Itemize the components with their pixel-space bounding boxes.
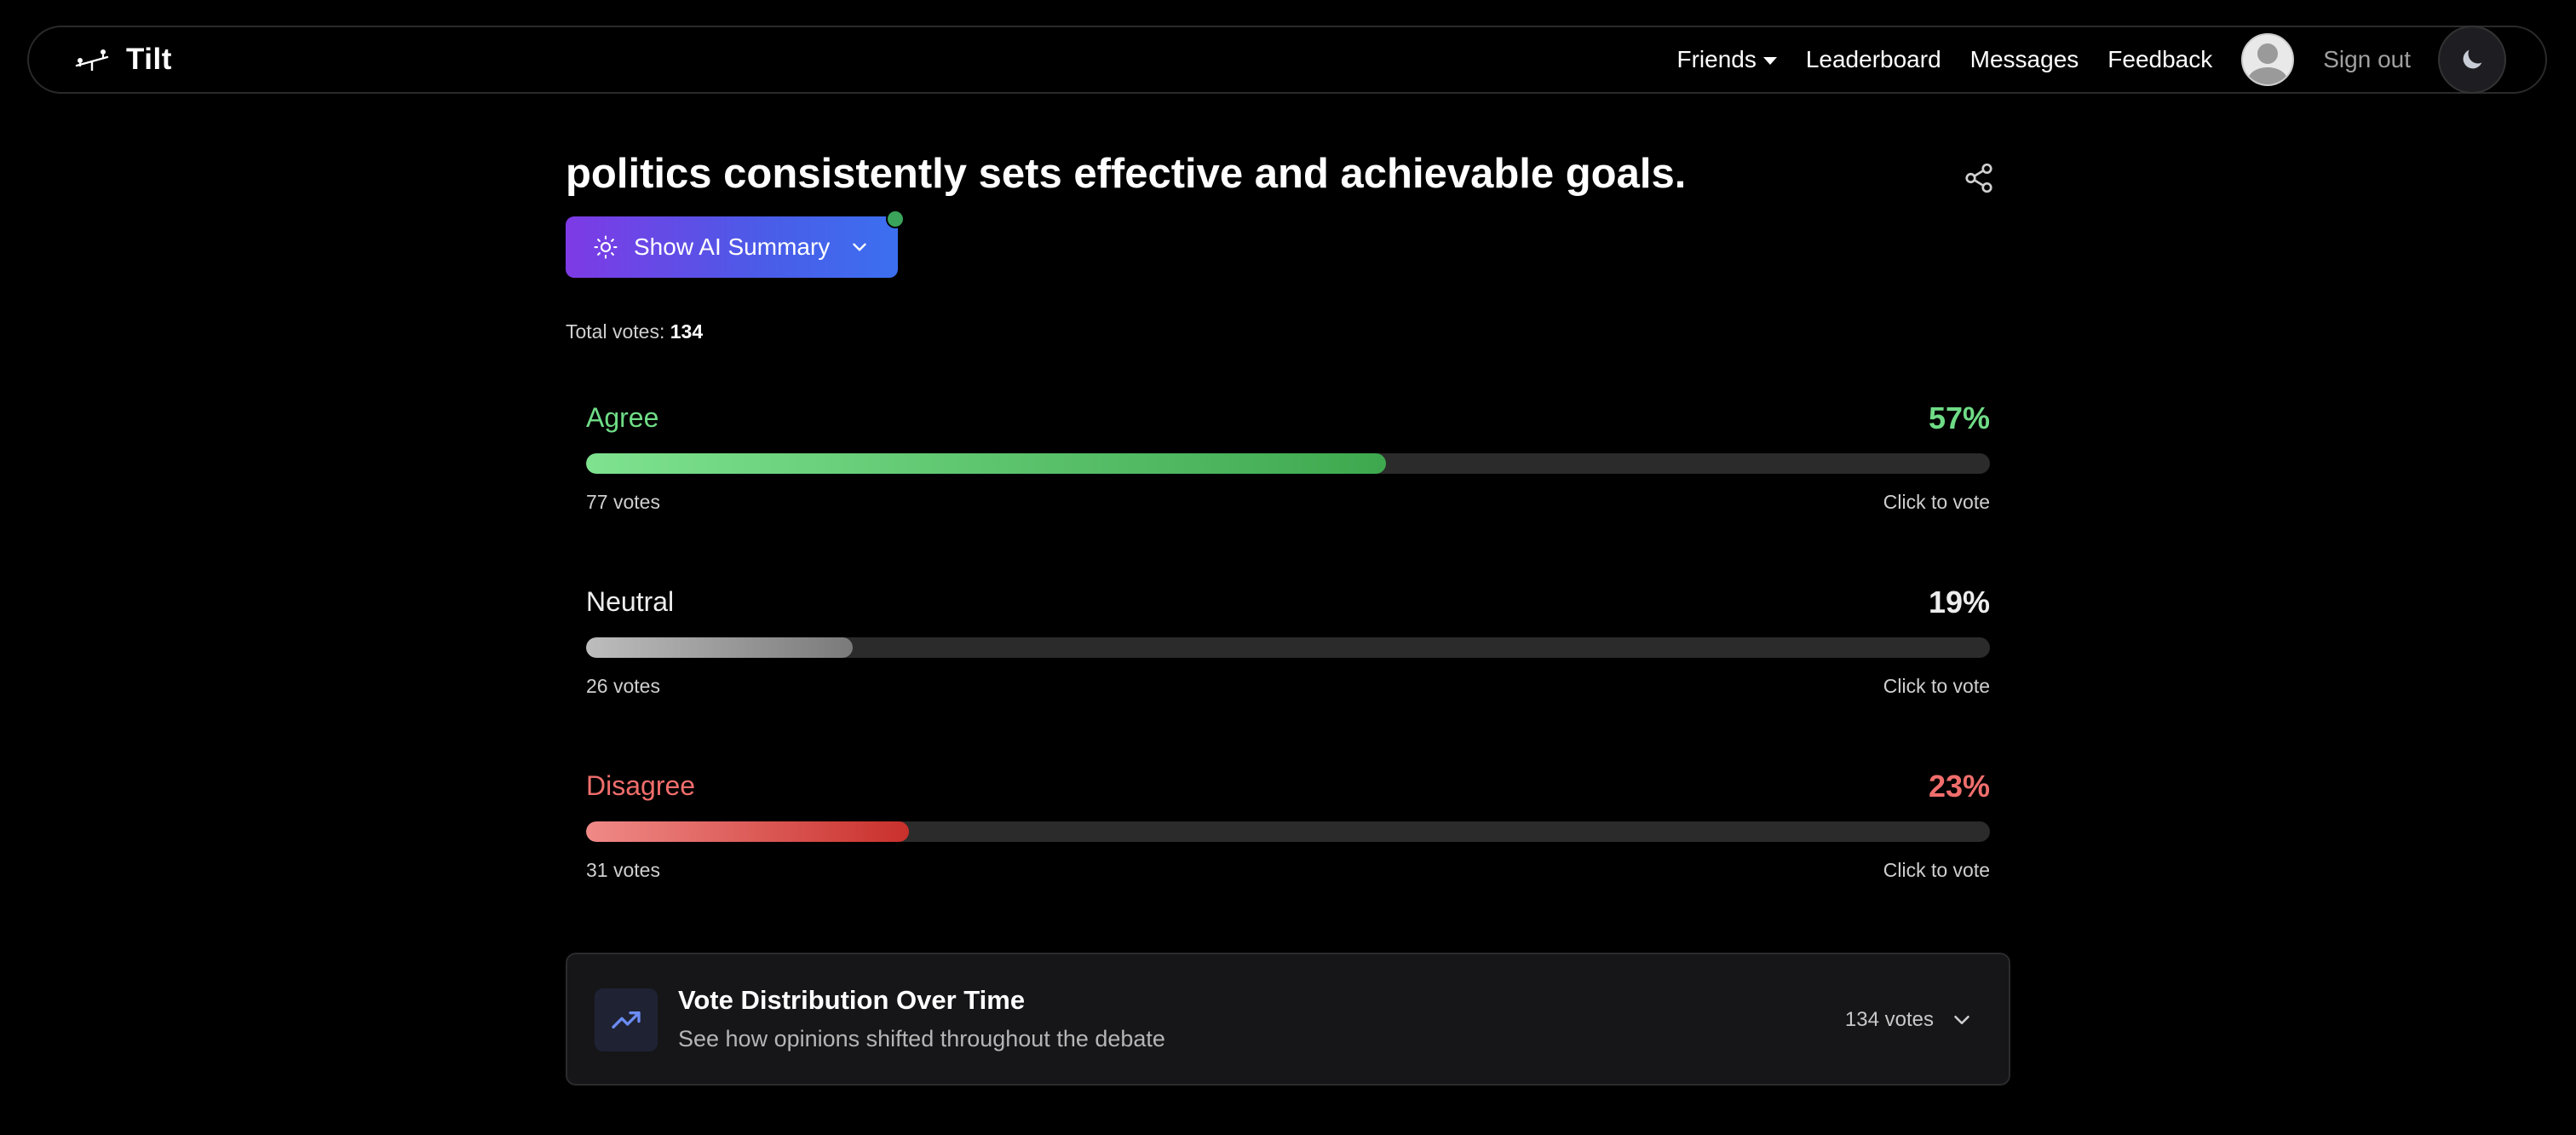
option-cta: Click to vote (1883, 859, 1990, 881)
avatar[interactable] (2241, 33, 2295, 86)
ai-summary-button[interactable]: Show AI Summary (566, 216, 898, 278)
option-percent: 57% (1928, 400, 1990, 435)
nav-friends-label: Friends (1676, 46, 1757, 72)
progress-track (586, 453, 1990, 474)
status-indicator-dot (886, 210, 905, 228)
brand[interactable]: Tilt (73, 43, 172, 77)
nav-friends[interactable]: Friends (1676, 46, 1777, 73)
nav-feedback[interactable]: Feedback (2107, 46, 2213, 72)
vote-distribution-card[interactable]: Vote Distribution Over Time See how opin… (566, 953, 2010, 1086)
share-icon[interactable] (1963, 162, 1995, 194)
lightbulb-icon (594, 235, 618, 259)
option-percent: 23% (1928, 769, 1990, 804)
progress-fill-agree (586, 453, 1387, 474)
distribution-title: Vote Distribution Over Time (678, 985, 1026, 1015)
progress-track (586, 821, 1990, 842)
option-votes: 26 votes (586, 675, 660, 697)
total-votes: Total votes: 134 (566, 320, 703, 343)
top-navbar: Tilt Friends Leaderboard Messages Feedba… (27, 26, 2547, 94)
nav-leaderboard[interactable]: Leaderboard (1805, 46, 1941, 72)
option-cta: Click to vote (1883, 675, 1990, 697)
progress-fill-disagree (586, 821, 910, 842)
caret-down-icon (1762, 57, 1777, 65)
option-label: Disagree (586, 770, 696, 801)
chevron-down-icon[interactable] (1949, 1007, 1975, 1033)
option-label: Neutral (586, 586, 675, 617)
option-label: Agree (586, 402, 659, 433)
tilt-logo-icon (73, 45, 111, 74)
ai-summary-label: Show AI Summary (634, 233, 831, 260)
vote-option-neutral[interactable]: Neutral 19% 26 votes Click to vote (586, 585, 1990, 723)
trending-up-icon (595, 988, 658, 1051)
theme-toggle-button[interactable] (2438, 26, 2506, 94)
option-percent: 19% (1928, 585, 1990, 619)
option-cta: Click to vote (1883, 491, 1990, 513)
brand-name: Tilt (126, 43, 172, 76)
total-votes-count: 134 (670, 320, 704, 343)
chevron-down-icon (853, 243, 867, 251)
total-votes-label: Total votes: (566, 320, 665, 343)
moon-icon (2463, 49, 2482, 69)
nav-messages[interactable]: Messages (1969, 46, 2079, 72)
vote-option-disagree[interactable]: Disagree 23% 31 votes Click to vote (586, 769, 1990, 907)
nav-links: Friends Leaderboard Messages Feedback Si… (1676, 26, 2545, 94)
vote-option-agree[interactable]: Agree 57% 77 votes Click to vote (586, 400, 1990, 539)
progress-fill-neutral (586, 637, 854, 658)
option-votes: 77 votes (586, 491, 660, 513)
page-title: politics consistently sets effective and… (566, 151, 1687, 197)
option-votes: 31 votes (586, 859, 660, 881)
avatar-body (2248, 67, 2288, 84)
distribution-subtitle: See how opinions shifted throughout the … (678, 1026, 1165, 1051)
distribution-count: 134 votes (1844, 1008, 1934, 1031)
progress-track (586, 637, 1990, 658)
sign-out-button[interactable]: Sign out (2323, 46, 2411, 72)
avatar-head (2257, 43, 2279, 64)
debate-main: politics consistently sets effective and… (566, 136, 2010, 1086)
